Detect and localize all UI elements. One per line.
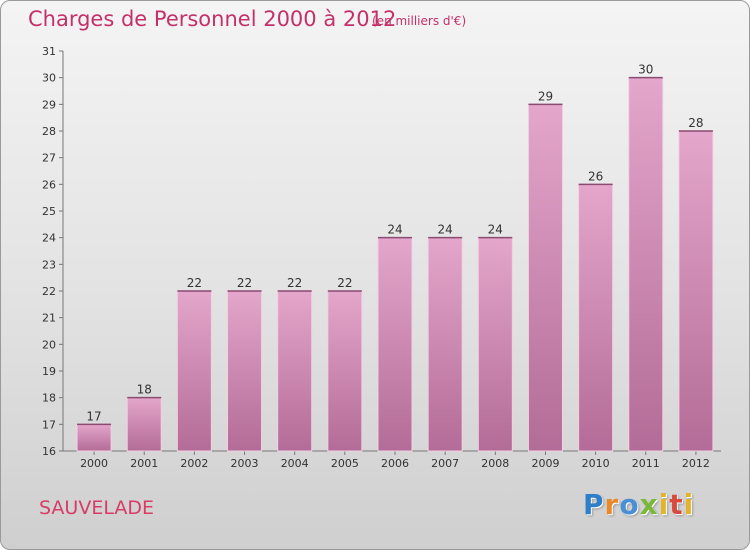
- bar: [477, 237, 513, 452]
- data-label: 24: [488, 223, 503, 237]
- y-tick-label: 31: [42, 45, 56, 58]
- x-tick-label: 2005: [331, 457, 359, 470]
- x-tick-label: 2002: [180, 457, 208, 470]
- data-label: 24: [387, 223, 402, 237]
- chart-title: Charges de Personnel 2000 à 2012: [28, 7, 397, 31]
- x-tick-label: 2001: [130, 457, 158, 470]
- chart-subtitle: (en milliers d'€): [372, 14, 467, 28]
- x-tick-label: 2008: [481, 457, 509, 470]
- bar: [327, 290, 363, 452]
- data-label: 18: [137, 383, 152, 397]
- bar: [227, 290, 263, 452]
- data-label: 22: [237, 276, 252, 290]
- x-tick-label: 2000: [80, 457, 108, 470]
- x-tick-label: 2012: [682, 457, 710, 470]
- bar: [76, 423, 112, 452]
- bar: [377, 237, 413, 452]
- y-tick-label: 18: [42, 392, 56, 405]
- bar: [126, 397, 162, 452]
- y-tick-label: 21: [42, 312, 56, 325]
- y-tick-label: 28: [42, 125, 56, 138]
- data-label: 22: [337, 276, 352, 290]
- x-tick-label: 2011: [632, 457, 660, 470]
- data-label: 22: [187, 276, 202, 290]
- x-tick-label: 2010: [582, 457, 610, 470]
- bar: [527, 103, 563, 452]
- x-tick-label: 2007: [431, 457, 459, 470]
- y-tick-label: 16: [42, 445, 56, 458]
- data-label: 29: [538, 89, 553, 103]
- y-tick-label: 20: [42, 338, 56, 351]
- x-tick-label: 2003: [231, 457, 259, 470]
- bar: [678, 130, 714, 452]
- y-tick-label: 24: [42, 232, 56, 245]
- bar: [176, 290, 212, 452]
- bar-group: [76, 76, 714, 452]
- x-tick-label: 2004: [281, 457, 309, 470]
- y-tick-label: 26: [42, 178, 56, 191]
- y-tick-label: 25: [42, 205, 56, 218]
- y-tick-label: 27: [42, 152, 56, 165]
- y-tick-label: 22: [42, 285, 56, 298]
- data-label: 28: [688, 116, 703, 130]
- bar: [628, 77, 664, 452]
- data-label: 30: [638, 63, 653, 77]
- commune-name: SAUVELADE: [39, 497, 154, 519]
- bar: [578, 183, 614, 452]
- data-label: 17: [86, 409, 101, 423]
- y-tick-label: 19: [42, 365, 56, 378]
- x-tick-label: 2009: [531, 457, 559, 470]
- chart-axes: 16 17 18 19 20 21 22 23 24 25 26 27 28 29 30 31: [42, 45, 721, 458]
- proxiti-logo[interactable]: Proxiti: [583, 488, 695, 521]
- bar: [277, 290, 313, 452]
- data-label: 26: [588, 169, 603, 183]
- data-label: 24: [438, 223, 453, 237]
- bar: [427, 237, 463, 452]
- y-tick-label: 29: [42, 98, 56, 111]
- x-tick-label: 2006: [381, 457, 409, 470]
- y-tick-label: 17: [42, 418, 56, 431]
- label-group: 17 2000 18 2001 22 2002 22 2003 22 2004 22 2005 24 20…: [80, 63, 710, 470]
- data-label: 22: [287, 276, 302, 290]
- y-tick-label: 23: [42, 258, 56, 271]
- y-tick-label: 30: [42, 72, 56, 85]
